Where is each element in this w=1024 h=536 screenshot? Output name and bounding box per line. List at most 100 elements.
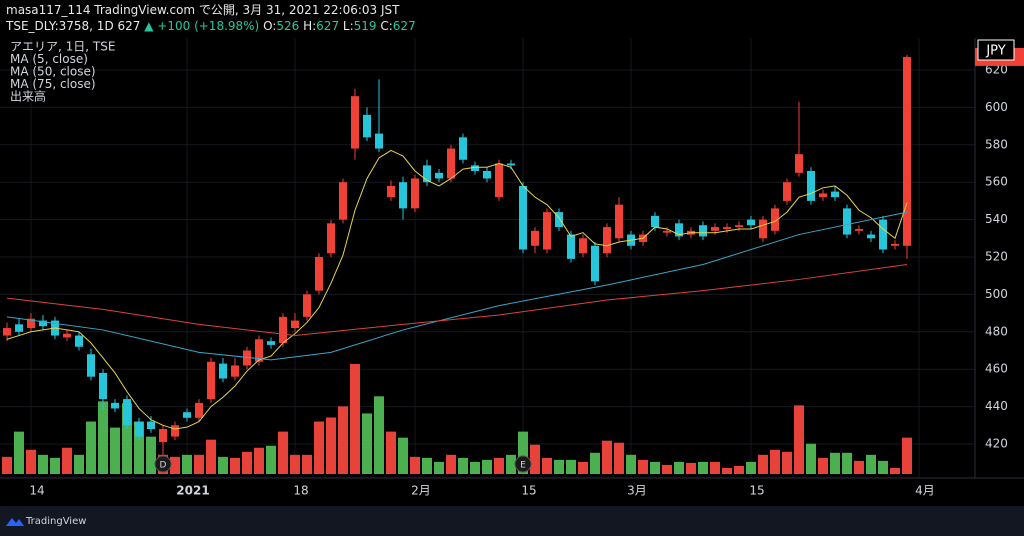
volume-bar [578, 461, 588, 474]
ma-line [6, 211, 908, 361]
publisher: masa117_114 TradingView.com で公開, 3月 31, … [6, 3, 400, 17]
candle-body [111, 402, 119, 409]
volume-bar [614, 442, 624, 474]
volume-bar [374, 396, 384, 474]
candle-body [615, 204, 623, 239]
candle-body [399, 182, 407, 209]
x-tick-label: 15 [521, 484, 536, 498]
volume-bar [662, 464, 672, 474]
volume-bar [314, 421, 324, 474]
volume-bar [230, 457, 240, 474]
volume-bar [350, 364, 360, 474]
volume-bar [554, 459, 564, 474]
volume-bar [530, 444, 540, 474]
volume-bar [338, 406, 348, 474]
x-tick-label: 18 [293, 484, 308, 498]
candle-body [87, 354, 95, 377]
volume-bar [86, 421, 96, 474]
volume-bar [434, 461, 444, 474]
candle-body [351, 96, 359, 149]
plot-bg [0, 38, 975, 478]
y-tick-label: 620 [985, 63, 1008, 77]
volume-bar [110, 427, 120, 474]
currency-badge [977, 39, 1015, 61]
x-tick-label: 3月 [627, 484, 647, 498]
candle-body [771, 208, 779, 231]
candle-body [3, 328, 11, 336]
volume-bar [890, 467, 900, 474]
candle-body [231, 365, 239, 377]
legend-title: アエリア, 1日, TSE [10, 40, 115, 54]
y-tick-label: 500 [985, 287, 1008, 301]
candle-body [183, 412, 191, 418]
volume-bar [2, 456, 12, 474]
candle-body [255, 339, 263, 362]
candle-body [411, 178, 419, 209]
footer: TradingView [0, 506, 1024, 536]
ohlc-v: 519 [353, 19, 377, 33]
candle-body [735, 225, 743, 228]
volume-bar [362, 413, 372, 474]
ohlc-k: C: [380, 19, 393, 33]
event-marker [514, 455, 532, 473]
candle-body [459, 137, 467, 160]
candle-body [483, 170, 491, 179]
candle-body [471, 165, 479, 171]
footer-text: TradingView [25, 516, 86, 527]
volume-bar [506, 454, 516, 474]
volume-bar [134, 421, 144, 474]
footer-logo: TradingView [6, 516, 86, 527]
volume-bar [410, 456, 420, 474]
volume-bar [818, 457, 828, 474]
volume-bar [470, 461, 480, 474]
legend-entry: 出来高 [10, 89, 46, 104]
volume-bar [698, 461, 708, 474]
candle-body [291, 320, 299, 329]
candle-body [543, 212, 551, 250]
candle-body [135, 421, 143, 437]
volume-bar [446, 454, 456, 474]
volume-bar [422, 457, 432, 474]
candle-body [99, 372, 107, 400]
header: masa117_114 TradingView.com で公開, 3月 31, … [0, 0, 1024, 38]
candle-body [891, 243, 899, 246]
candle-body [123, 399, 131, 426]
candle-body [207, 361, 215, 400]
x-tick-label: 15 [749, 484, 764, 498]
candle-body [303, 294, 311, 317]
currency-label: JPY [985, 44, 1005, 59]
volume-bar [830, 452, 840, 474]
volume-bar [14, 431, 24, 474]
candle-body [339, 182, 347, 220]
volume-bar [866, 454, 876, 474]
volume-bar [242, 451, 252, 474]
volume-bar [26, 449, 36, 474]
candle-body [567, 234, 575, 259]
ohlc-v: 627 [316, 19, 340, 33]
y-tick-label: 520 [985, 250, 1008, 264]
volume-bar [854, 460, 864, 474]
y-tick-label: 420 [985, 437, 1008, 451]
candle-body [423, 165, 431, 183]
candle-body [75, 335, 83, 347]
event-label: D [160, 461, 167, 471]
volume-bar [518, 431, 528, 474]
volume-bar [494, 457, 504, 474]
volume-bar [386, 431, 396, 474]
volume-bar [326, 417, 336, 474]
candle-body [447, 148, 455, 179]
volume-bar [482, 459, 492, 474]
y-tick-label: 540 [985, 212, 1008, 226]
volume-bar [806, 443, 816, 474]
candle-body [495, 163, 503, 198]
ma-line [6, 263, 908, 337]
candle-body [171, 425, 179, 437]
candle-body [15, 324, 23, 332]
volume-bar [650, 461, 660, 474]
candle-body [375, 133, 383, 149]
volume-bar [74, 454, 84, 474]
y-tick-label: 580 [985, 137, 1008, 151]
volume-bar [590, 452, 600, 474]
volume-bar [194, 454, 204, 474]
